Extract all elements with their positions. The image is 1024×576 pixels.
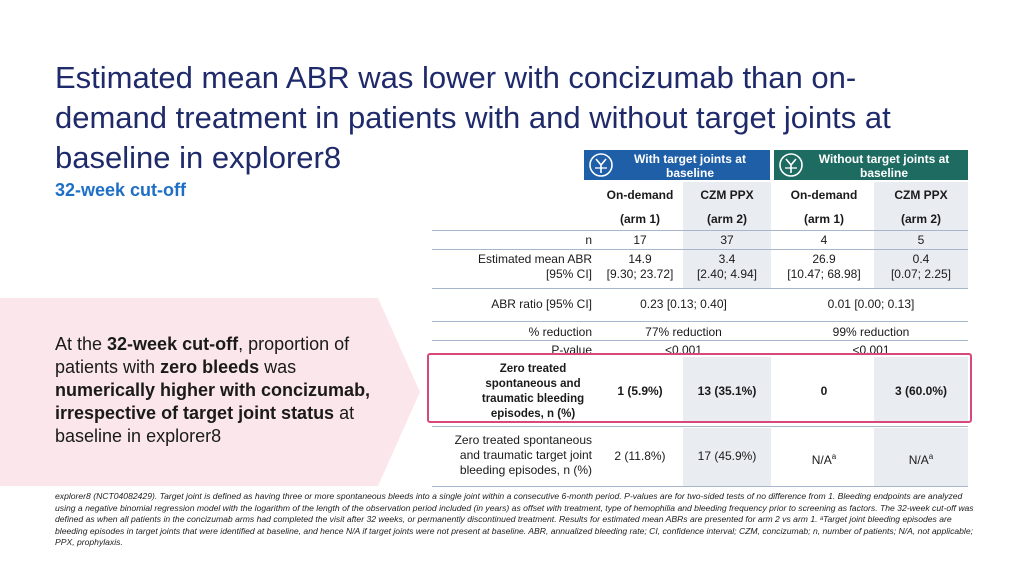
header-with-target-joints: With target joints at baseline [584, 150, 770, 180]
table-cell: 26.9 [10.47; 68.98] [787, 252, 861, 281]
table-cell: 13 (35.1%) [697, 384, 757, 398]
row-divider [432, 288, 968, 289]
table-cell: 5 [917, 233, 925, 247]
table-cell: 4 [820, 233, 828, 247]
table-cell: 2 (11.8%) [614, 449, 666, 463]
row-label-n: n [585, 233, 592, 247]
table-cell: 3.4 [2.40; 4.94] [696, 252, 758, 281]
czm-column-shade [874, 182, 968, 288]
highlight-box [427, 353, 972, 423]
table-cell: N/Aa [908, 452, 934, 467]
col-header: CZM PPX [700, 188, 754, 202]
table-cell: 1 (5.9%) [617, 384, 663, 398]
row-divider [432, 249, 968, 250]
row-label-abr: Estimated mean ABR [95% CI] [477, 252, 592, 281]
table-cell: 17 [633, 233, 647, 247]
row-cover [430, 354, 970, 358]
joint-icon [779, 153, 803, 177]
row-divider [432, 321, 968, 322]
col-arm: (arm 1) [803, 212, 844, 226]
table-cell: 77% reduction [645, 325, 722, 339]
col-header: On-demand [606, 188, 674, 202]
table-cell: 0 [820, 384, 828, 398]
table-cell: 3 (60.0%) [894, 384, 948, 398]
col-arm: (arm 2) [706, 212, 747, 226]
table-cell: 37 [720, 233, 734, 247]
table-cell: N/Aa [811, 452, 837, 467]
czm-column-shade [874, 357, 968, 421]
row-label-zero-tj-bleeds: Zero treated spontaneous and traumatic t… [454, 433, 592, 477]
page-title: Estimated mean ABR was lower with conciz… [55, 60, 891, 175]
table-cell: 99% reduction [832, 325, 910, 339]
col-header: CZM PPX [894, 188, 948, 202]
table-cell: 0.23 [0.13; 0.40] [640, 297, 727, 311]
footnote: explorer8 (NCT04082429). Target joint is… [55, 491, 974, 547]
row-label-reduction: % reduction [528, 325, 592, 339]
row-divider [432, 426, 968, 427]
table-cell: 0.4 [0.07; 2.25] [890, 252, 952, 281]
subtitle: 32-week cut-off [55, 180, 187, 200]
row-divider [432, 230, 968, 231]
czm-column-shade [874, 428, 968, 486]
table-cell: 14.9 [9.30; 23.72] [606, 252, 674, 281]
czm-column-shade [683, 182, 771, 288]
czm-column-shade [683, 428, 771, 486]
header-without-target-joints: Without target joints at baseline [774, 150, 968, 180]
callout-arrow-panel [0, 298, 420, 486]
col-header: On-demand [790, 188, 858, 202]
col-arm: (arm 2) [900, 212, 941, 226]
callout-text: At the 32-week cut-off, proportion of pa… [55, 334, 371, 446]
row-label-ratio: ABR ratio [95% CI] [491, 297, 592, 311]
row-label-zero-bleeds: Zero treated spontaneous and traumatic b… [481, 363, 585, 420]
table-cell: 0.01 [0.00; 0.13] [827, 297, 915, 311]
table-cell: 17 (45.9%) [697, 449, 757, 463]
row-divider [432, 486, 968, 487]
row-divider [432, 340, 968, 341]
czm-column-shade [683, 357, 771, 421]
col-arm: (arm 1) [619, 212, 660, 226]
joint-icon [589, 153, 613, 177]
